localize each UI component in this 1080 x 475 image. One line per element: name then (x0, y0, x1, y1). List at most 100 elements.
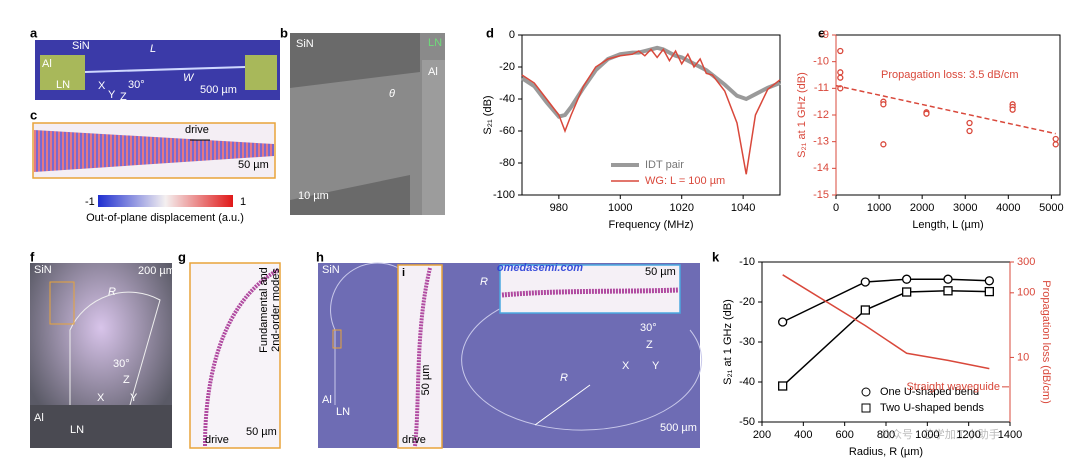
watermark: omedasemi.com (497, 262, 583, 274)
x-tick-label: 800 (877, 429, 895, 441)
wave-pattern (34, 130, 274, 172)
plot-frame (835, 34, 1061, 196)
label: 2nd-order modes (270, 268, 282, 352)
y-axis-label: S₂₁ at 1 GHz (dB) (796, 72, 808, 158)
label: R (108, 286, 116, 298)
electrode (40, 55, 85, 90)
plot-frame (521, 34, 781, 196)
watermark: 公众号 · 芯学加工小助手 (880, 427, 1000, 441)
marker (966, 119, 973, 127)
chart: d 980 1000 1020 1040 -100 -80 -60 -40 -20 0 Frequen… (482, 25, 781, 231)
label: θ (389, 88, 395, 100)
scale-label: 500 µm (660, 422, 697, 434)
label: i (402, 267, 405, 279)
scale-label: 50 µm (645, 266, 676, 278)
mode (501, 287, 679, 298)
scale-label: 10 µm (298, 190, 329, 202)
label: Al (42, 58, 52, 70)
label: 30° (113, 358, 130, 370)
panel-b: b SiN LN Al θ 10 µm (280, 25, 445, 215)
panel-a: a SiN L Al LN W 30° X Y Z 500 µm (30, 25, 280, 103)
x-tick-label: 2000 (910, 202, 934, 214)
marker (778, 317, 788, 327)
x-tick-label: 5000 (1039, 202, 1063, 214)
colorbar-label: -1 (85, 196, 95, 208)
label: Al (34, 412, 44, 424)
panel-label: g (178, 249, 186, 264)
label: drive (205, 434, 229, 446)
x-axis-label: Frequency (MHz) (609, 219, 694, 231)
legend-symbol (861, 403, 871, 413)
annotation: Straight waveguide (906, 381, 1000, 393)
x-tick-label: 1040 (731, 202, 755, 214)
y-tick-label: -40 (499, 93, 515, 105)
marker (923, 110, 930, 117)
x-axis-label: Radius, R (µm) (849, 446, 923, 458)
mode (203, 268, 279, 447)
label: Z (646, 339, 653, 351)
label: Y (108, 89, 116, 101)
label: LN (428, 37, 442, 49)
legend-label: IDT pair (645, 159, 684, 171)
y-tick-label: -80 (499, 157, 515, 169)
chart: e 0 1000 2000 3000 4000 5000 -15 -14 -13 -12 -11 -10… (796, 25, 1064, 230)
plot-frame (761, 261, 1011, 423)
x-tick-label: 980 (550, 202, 568, 214)
y-tick-label: -10 (813, 56, 829, 68)
panel-label: d (486, 25, 494, 40)
label: LN (336, 406, 350, 418)
label: SiN (72, 40, 90, 52)
marker (1052, 135, 1059, 143)
label: 30° (128, 79, 145, 91)
inset (397, 264, 443, 449)
marker (902, 274, 912, 284)
legend-label: Two U-shaped bends (880, 402, 984, 414)
y2-tick-label: 10 (1017, 351, 1029, 363)
panel-label: f (30, 249, 35, 264)
panel-label: k (712, 249, 720, 264)
marker (837, 69, 844, 76)
scale-label: 50 µm (420, 365, 432, 396)
y-tick-label: -60 (499, 125, 515, 137)
marker (943, 286, 953, 296)
electrode-region (30, 405, 172, 448)
x-tick-label: 1020 (669, 202, 693, 214)
label: LN (70, 424, 84, 436)
legend-symbol (861, 387, 871, 397)
panel-label: b (280, 25, 288, 40)
label: X (98, 80, 106, 92)
label: SiN (322, 264, 340, 276)
y-tick-label: -13 (813, 136, 829, 148)
panel-f: f SiN 200 µm R 30° Z X Y Al LN (30, 249, 175, 448)
region (290, 175, 410, 215)
chart: k 200 400 600 800 1000 1200 1400 -50 -40 -30 -20 -10… (712, 249, 1052, 457)
series-line (520, 45, 781, 119)
marker (860, 305, 870, 315)
y-tick-label: -11 (814, 82, 829, 94)
series-line (835, 84, 1056, 135)
scale-label: 50 µm (246, 426, 277, 438)
y-tick-label: -15 (813, 189, 829, 201)
y-axis-label: S₂₁ (dB) (482, 95, 494, 134)
marker (984, 276, 994, 286)
marker (1009, 106, 1016, 113)
y-tick-label: -100 (493, 189, 515, 201)
marker (1052, 141, 1059, 148)
series-line (782, 290, 990, 387)
marker (778, 381, 788, 391)
label: drive (402, 434, 426, 446)
label: drive (185, 124, 209, 136)
panel-h: h SiN i 50 µm R 30° Z X Y R Al LN 500 µm… (316, 249, 703, 449)
y-tick-label: -10 (739, 256, 755, 268)
label: R (480, 276, 488, 288)
y-tick-label: -20 (739, 296, 755, 308)
label: Y (652, 360, 660, 372)
label: W (183, 72, 195, 84)
label: L (150, 43, 156, 55)
label: 30° (640, 322, 657, 334)
y-tick-label: -12 (813, 109, 829, 121)
label: X (97, 392, 105, 404)
series-line (521, 48, 781, 175)
marker (966, 127, 973, 135)
